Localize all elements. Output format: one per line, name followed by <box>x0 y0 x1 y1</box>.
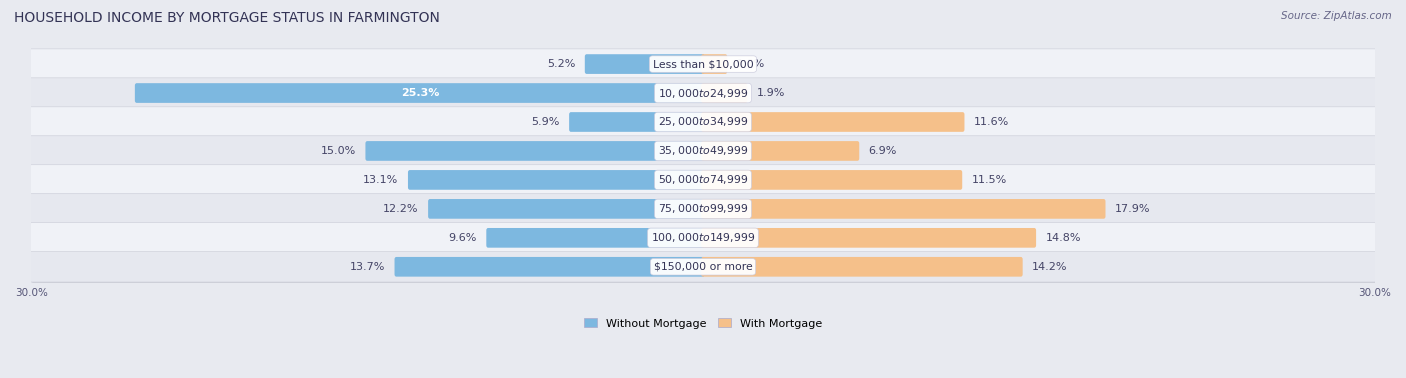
FancyBboxPatch shape <box>702 228 1036 248</box>
FancyBboxPatch shape <box>28 194 1378 224</box>
FancyBboxPatch shape <box>702 54 727 74</box>
FancyBboxPatch shape <box>702 257 1022 277</box>
FancyBboxPatch shape <box>395 257 704 277</box>
Text: 9.6%: 9.6% <box>449 233 477 243</box>
Text: $50,000 to $74,999: $50,000 to $74,999 <box>658 174 748 186</box>
FancyBboxPatch shape <box>31 108 1381 138</box>
FancyBboxPatch shape <box>31 50 1381 80</box>
Text: 12.2%: 12.2% <box>384 204 419 214</box>
Text: 14.8%: 14.8% <box>1046 233 1081 243</box>
FancyBboxPatch shape <box>702 112 965 132</box>
FancyBboxPatch shape <box>28 165 1378 195</box>
Text: 15.0%: 15.0% <box>321 146 356 156</box>
FancyBboxPatch shape <box>31 79 1381 109</box>
FancyBboxPatch shape <box>427 199 704 219</box>
Text: 13.7%: 13.7% <box>350 262 385 272</box>
FancyBboxPatch shape <box>702 170 962 190</box>
FancyBboxPatch shape <box>28 136 1378 166</box>
Text: 11.6%: 11.6% <box>974 117 1010 127</box>
FancyBboxPatch shape <box>28 49 1378 79</box>
Text: 14.2%: 14.2% <box>1032 262 1067 272</box>
FancyBboxPatch shape <box>31 253 1381 283</box>
Text: 5.9%: 5.9% <box>531 117 560 127</box>
FancyBboxPatch shape <box>28 252 1378 282</box>
FancyBboxPatch shape <box>28 223 1378 253</box>
Text: 17.9%: 17.9% <box>1115 204 1150 214</box>
Text: 1.9%: 1.9% <box>756 88 785 98</box>
Text: Less than $10,000: Less than $10,000 <box>652 59 754 69</box>
FancyBboxPatch shape <box>28 107 1378 137</box>
FancyBboxPatch shape <box>31 166 1381 196</box>
Text: 25.3%: 25.3% <box>401 88 439 98</box>
FancyBboxPatch shape <box>486 228 704 248</box>
FancyBboxPatch shape <box>569 112 704 132</box>
Text: HOUSEHOLD INCOME BY MORTGAGE STATUS IN FARMINGTON: HOUSEHOLD INCOME BY MORTGAGE STATUS IN F… <box>14 11 440 25</box>
Text: 13.1%: 13.1% <box>363 175 398 185</box>
Text: 1.0%: 1.0% <box>737 59 765 69</box>
FancyBboxPatch shape <box>31 195 1381 225</box>
FancyBboxPatch shape <box>702 141 859 161</box>
Text: $10,000 to $24,999: $10,000 to $24,999 <box>658 87 748 99</box>
Text: Source: ZipAtlas.com: Source: ZipAtlas.com <box>1281 11 1392 21</box>
FancyBboxPatch shape <box>135 83 704 103</box>
Text: 11.5%: 11.5% <box>972 175 1007 185</box>
Text: $150,000 or more: $150,000 or more <box>654 262 752 272</box>
FancyBboxPatch shape <box>31 223 1381 254</box>
Text: $25,000 to $34,999: $25,000 to $34,999 <box>658 116 748 129</box>
FancyBboxPatch shape <box>702 83 748 103</box>
FancyBboxPatch shape <box>585 54 704 74</box>
FancyBboxPatch shape <box>366 141 704 161</box>
Text: $75,000 to $99,999: $75,000 to $99,999 <box>658 202 748 215</box>
Text: $100,000 to $149,999: $100,000 to $149,999 <box>651 231 755 244</box>
FancyBboxPatch shape <box>408 170 704 190</box>
FancyBboxPatch shape <box>702 199 1105 219</box>
FancyBboxPatch shape <box>31 136 1381 167</box>
Text: $35,000 to $49,999: $35,000 to $49,999 <box>658 144 748 158</box>
Legend: Without Mortgage, With Mortgage: Without Mortgage, With Mortgage <box>579 314 827 333</box>
Text: 5.2%: 5.2% <box>547 59 575 69</box>
Text: 6.9%: 6.9% <box>869 146 897 156</box>
FancyBboxPatch shape <box>28 78 1378 108</box>
